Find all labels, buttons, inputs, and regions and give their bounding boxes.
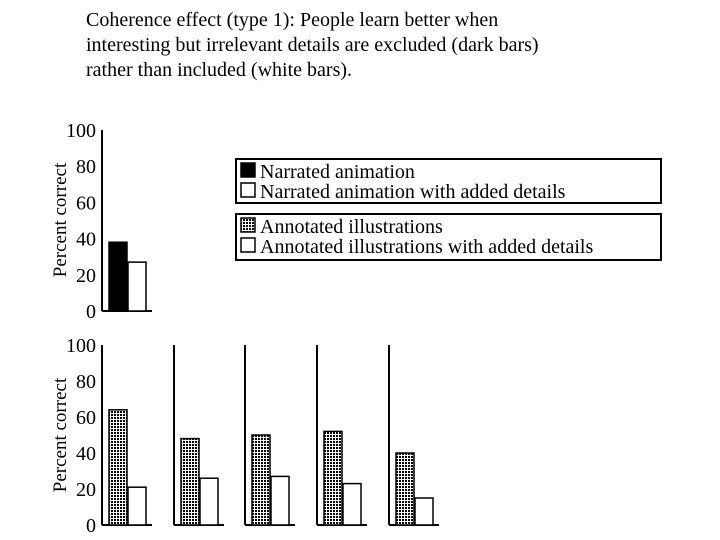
- top-bar-with-details: [127, 261, 147, 312]
- top-legend-swatch: [240, 162, 256, 178]
- top-y-tick-label: 80: [76, 156, 96, 178]
- bottom-y-tick-label: 20: [76, 479, 96, 501]
- bottom-bar-with-details: [270, 475, 290, 526]
- bottom-bar-without-details: [108, 409, 128, 526]
- bottom-bar-with-details: [127, 486, 147, 526]
- chart-title: Coherence effect (type 1): People learn …: [86, 8, 686, 83]
- top-y-tick-label: 40: [76, 229, 96, 251]
- bottom-y-tick-label: 60: [76, 407, 96, 429]
- bottom-bar-without-details: [251, 434, 271, 526]
- bottom-bar-with-details: [414, 497, 434, 526]
- bottom-y-tick-label: 40: [76, 443, 96, 465]
- top-legend-swatch: [240, 182, 256, 198]
- top-y-tick-label: 0: [86, 301, 96, 323]
- bottom-y-tick-label: 100: [66, 335, 96, 357]
- top-legend-entry-label: Narrated animation: [260, 161, 415, 183]
- bottom-legend-entry-label: Annotated illustrations with added detai…: [260, 236, 593, 258]
- bottom-legend-entry-label: Annotated illustrations: [260, 216, 443, 238]
- bottom-y-axis-label: Percent correct: [50, 377, 71, 492]
- top-panel: Percent correct 100 80 60 40 20 0: [50, 120, 152, 323]
- top-bar-without-details: [108, 241, 128, 312]
- bottom-legend-frame: [235, 213, 662, 261]
- bottom-bar-without-details: [180, 437, 200, 526]
- bottom-panel: Percent correct 100 80 60 40 20 0: [50, 335, 439, 537]
- top-y-tick-label: 60: [76, 192, 96, 214]
- chart-title-line-1: Coherence effect (type 1): People learn …: [86, 9, 499, 31]
- top-y-tick-label: 100: [66, 120, 96, 142]
- bottom-y-tick-label: 0: [86, 515, 96, 537]
- bottom-legend-swatch: [240, 217, 256, 233]
- chart-title-line-3: rather than included (white bars).: [86, 59, 353, 81]
- bottom-y-tick-label: 80: [76, 371, 96, 393]
- chart-title-line-2: interesting but irrelevant details are e…: [86, 34, 539, 56]
- top-legend-entry-label: Narrated animation with added details: [260, 181, 566, 203]
- bottom-bar-with-details: [199, 477, 219, 526]
- top-y-axis-label: Percent correct: [50, 162, 71, 277]
- bottom-bar-without-details: [395, 452, 415, 526]
- top-y-tick-label: 20: [76, 265, 96, 287]
- bottom-bar-with-details: [342, 482, 362, 526]
- bottom-legend-swatch: [240, 237, 256, 253]
- bottom-bar-without-details: [323, 430, 343, 526]
- top-legend-frame: [235, 158, 662, 204]
